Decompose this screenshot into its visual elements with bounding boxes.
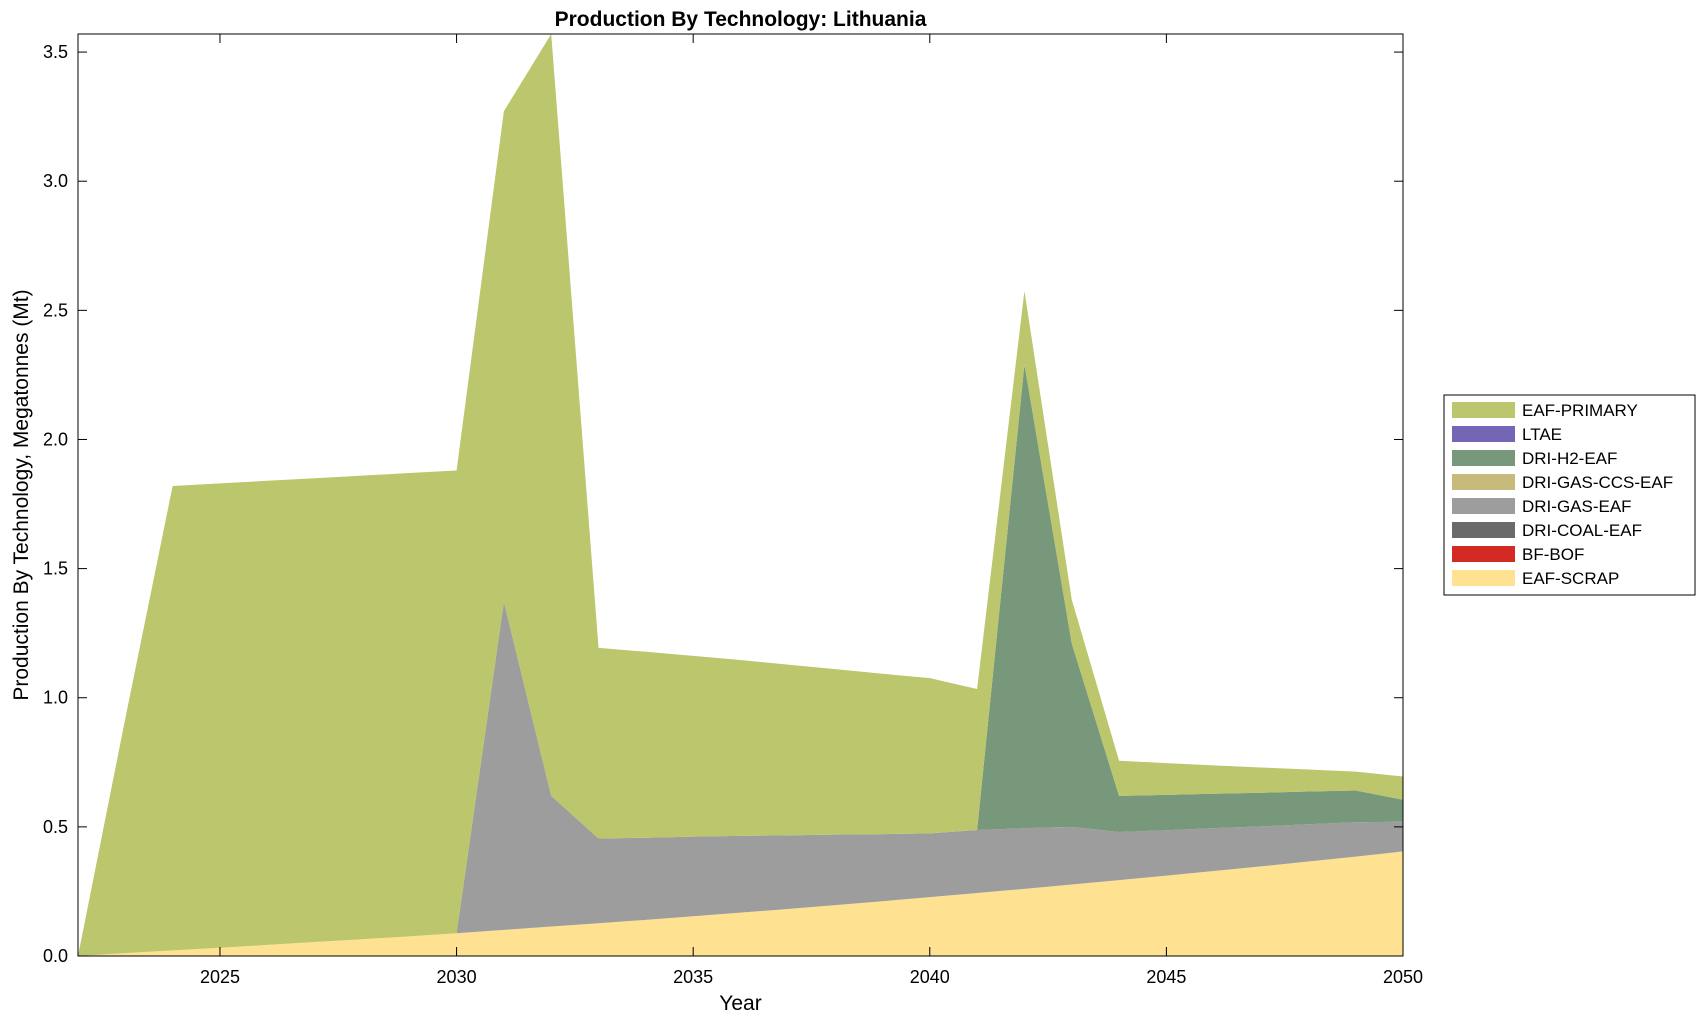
axis-ticks-layer: 2025 2030 2035 2040 2045 2050 0.0 0.5 1.0 1.5 2.0 2… xyxy=(43,34,1423,987)
legend-swatch-ltae xyxy=(1452,426,1515,442)
legend-box xyxy=(1443,394,1696,596)
legend-label-bf-bof: BF-BOF xyxy=(1522,545,1584,564)
legend-swatch-dri-gas-eaf xyxy=(1452,498,1515,514)
legend-swatch-dri-gas-ccs-eaf xyxy=(1452,474,1515,490)
x-tick-label: 2025 xyxy=(200,967,240,987)
legend-label-eaf-scrap: EAF-SCRAP xyxy=(1522,569,1619,588)
x-tick-label: 2030 xyxy=(437,967,477,987)
chart-title: Production By Technology: Lithuania xyxy=(555,8,927,31)
y-tick-label: 3.5 xyxy=(43,42,68,62)
y-tick-label: 3.0 xyxy=(43,171,68,191)
plot-frame xyxy=(77,33,1404,957)
legend-swatch-dri-h2-eaf xyxy=(1452,450,1515,466)
y-tick-label: 1.5 xyxy=(43,559,68,579)
y-tick-label: 2.5 xyxy=(43,300,68,320)
x-tick-label: 2045 xyxy=(1146,967,1186,987)
area-eaf-primary xyxy=(78,34,1403,956)
y-tick-label: 0.0 xyxy=(43,946,68,966)
area-dri-gas-eaf xyxy=(78,601,1403,956)
legend-swatch-bf-bof xyxy=(1452,546,1515,562)
legend-label-dri-h2-eaf: DRI-H2-EAF xyxy=(1522,449,1617,468)
y-tick-label: 2.0 xyxy=(43,429,68,449)
legend-swatch-eaf-primary xyxy=(1452,402,1515,418)
y-tick-label: 1.0 xyxy=(43,688,68,708)
legend-label-eaf-primary: EAF-PRIMARY xyxy=(1522,401,1638,420)
legend-swatch-eaf-scrap xyxy=(1452,570,1515,586)
x-tick-label: 2050 xyxy=(1383,967,1423,987)
area-dri-h2-eaf xyxy=(78,364,1403,957)
legend-label-dri-gas-ccs-eaf: DRI-GAS-CCS-EAF xyxy=(1522,473,1673,492)
legend-swatch-dri-coal-eaf xyxy=(1452,522,1515,538)
y-axis-title: Production By Technology, Megatonnes (Mt… xyxy=(10,289,33,700)
area-series-layer xyxy=(78,34,1403,957)
x-axis-title: Year xyxy=(719,992,761,1015)
legend-label-dri-coal-eaf: DRI-COAL-EAF xyxy=(1522,521,1642,540)
y-tick-label: 0.5 xyxy=(43,817,68,837)
legend: EAF-PRIMARY LTAE DRI-H2-EAF DRI-GAS-CCS-EAF… xyxy=(1443,394,1696,596)
legend-label-ltae: LTAE xyxy=(1522,425,1562,444)
x-tick-label: 2040 xyxy=(910,967,950,987)
legend-items: EAF-PRIMARY LTAE DRI-H2-EAF DRI-GAS-CCS-EAF… xyxy=(1452,401,1673,588)
legend-label-dri-gas-eaf: DRI-GAS-EAF xyxy=(1522,497,1632,516)
area-eaf-scrap xyxy=(78,851,1403,956)
x-tick-label: 2035 xyxy=(673,967,713,987)
